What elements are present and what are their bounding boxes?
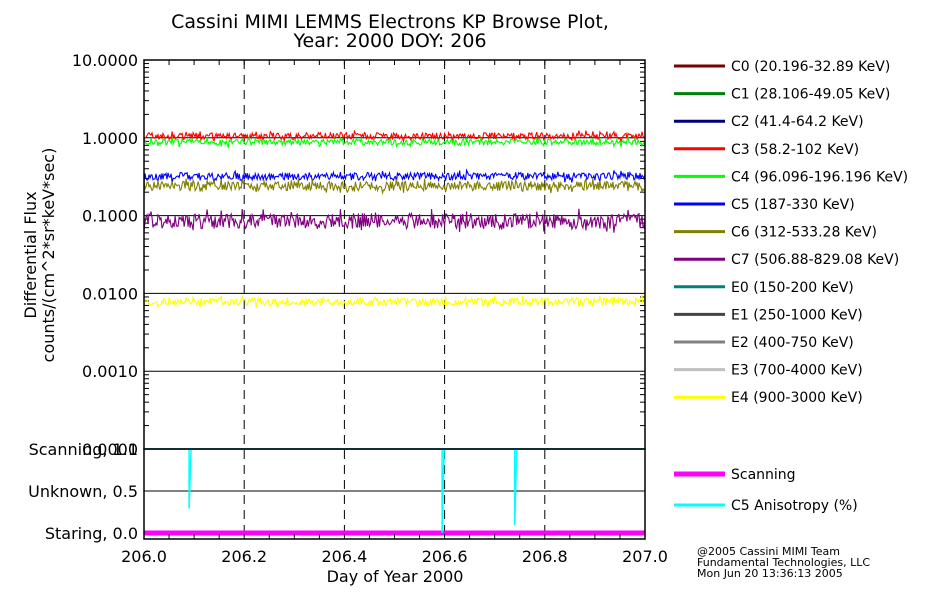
flux-y-tick-label: 0.1000 — [82, 207, 138, 226]
legend-label: C6 (312-533.28 KeV) — [731, 225, 877, 241]
flux-series-line — [143, 135, 646, 150]
x-tick-label: 206.8 — [522, 547, 568, 566]
flux-series-line — [143, 208, 646, 233]
legend-label: E4 (900-3000 KeV) — [731, 390, 863, 406]
flux-plot-frame — [143, 59, 646, 450]
flux-y-tick-label: 0.0001 — [82, 440, 138, 459]
status-y-tick-label: Staring, 0.0 — [45, 524, 138, 543]
flux-y-tick-label: 0.0100 — [82, 284, 138, 303]
legend-label: Scanning — [731, 467, 796, 483]
legend-label: C7 (506.88-829.08 KeV) — [731, 252, 899, 268]
flux-series-line — [143, 129, 646, 144]
anisotropy-series-line — [144, 448, 645, 534]
credits: @2005 Cassini MIMI Team Fundamental Tech… — [697, 545, 870, 580]
legend-label: C4 (96.096-196.196 KeV) — [731, 169, 908, 185]
credit-line2: Fundamental Technologies, LLC — [697, 556, 870, 569]
flux-y-tick-label: 10.0000 — [72, 51, 138, 70]
legend-label: C5 (187-330 KeV) — [731, 197, 855, 213]
legend-label: E2 (400-750 KeV) — [731, 335, 854, 351]
legend-label: C5 Anisotropy (%) — [731, 498, 858, 514]
x-tick-label: 206.4 — [321, 547, 367, 566]
x-tick-label: 206.0 — [121, 547, 167, 566]
flux-legend: C0 (20.196-32.89 KeV) C1 (28.106-49.05 Ke… — [674, 59, 908, 406]
legend-label: E1 (250-1000 KeV) — [731, 307, 863, 323]
flux-y-tick-label: 0.0010 — [82, 362, 138, 381]
x-tick-label: 206.6 — [422, 547, 468, 566]
legend-label: C2 (41.4-64.2 KeV) — [731, 114, 864, 130]
x-tick-label: 207.0 — [622, 547, 668, 566]
legend-label: C3 (58.2-102 KeV) — [731, 142, 859, 158]
status-y-tick-label: Scanning, 1.0 — [29, 440, 138, 459]
legend-label: C1 (28.106-49.05 KeV) — [731, 87, 890, 103]
flux-series-line — [143, 168, 646, 185]
flux-panel: 10.0000 1.0000 0.1000 0.0100 0.0010 0.0001 — [72, 51, 646, 539]
status-plot-frame — [143, 448, 646, 540]
flux-y-axis-label: Differential Flux counts/(cm^2*sr*keV*se… — [21, 148, 58, 363]
chart-title-line1: Cassini MIMI LEMMS Electrons KP Browse P… — [171, 11, 609, 33]
flux-series-line — [143, 178, 646, 195]
flux-series-line — [143, 294, 646, 310]
credit-line3: Mon Jun 20 13:36:13 2005 — [697, 567, 843, 580]
legend-label: E0 (150-200 KeV) — [731, 280, 854, 296]
y-axis-label-line1: Differential Flux — [21, 191, 40, 318]
status-y-tick-label: Unknown, 0.5 — [28, 482, 138, 501]
legend-label: E3 (700-4000 KeV) — [731, 363, 863, 379]
y-axis-label-line2: counts/(cm^2*sr*keV*sec) — [39, 148, 58, 363]
status-panel: Scanning, 1.0 Unknown, 0.5 Staring, 0.0 — [28, 440, 646, 543]
credit-line1: @2005 Cassini MIMI Team — [697, 545, 840, 558]
flux-y-tick-label: 1.0000 — [82, 129, 138, 148]
x-tick-labels: 206.0 206.2 206.4 206.6 206.8 207.0 — [121, 547, 668, 566]
legend-label: C0 (20.196-32.89 KeV) — [731, 59, 890, 75]
x-tick-label: 206.2 — [221, 547, 267, 566]
status-legend: Scanning C5 Anisotropy (%) — [674, 467, 858, 514]
chart-title-line2: Year: 2000 DOY: 206 — [292, 30, 486, 52]
x-axis-label: Day of Year 2000 — [327, 567, 464, 586]
